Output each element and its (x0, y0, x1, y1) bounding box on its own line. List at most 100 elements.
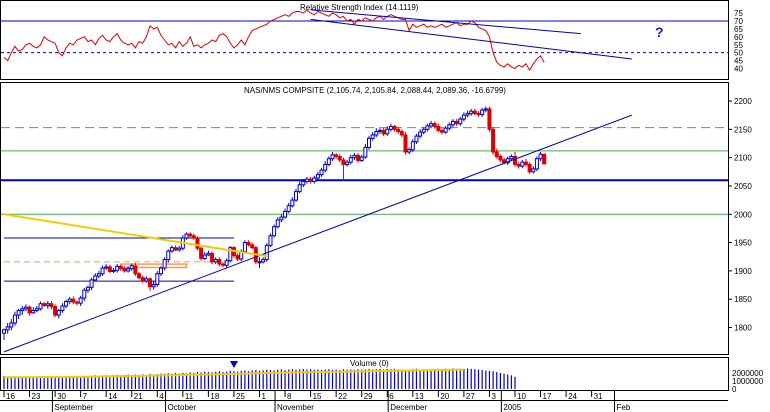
candle-body (308, 178, 313, 182)
x-tick-label: 16 (6, 392, 15, 401)
x-tick-label: 3 (491, 392, 496, 401)
candle-body (392, 125, 397, 130)
candle-body (137, 273, 142, 279)
candle-body (210, 252, 215, 263)
candle-body (436, 125, 441, 131)
price-title: NAS/NMS COMPSITE (2,105.74, 2,105.84, 2,… (244, 86, 506, 95)
candle-body (429, 123, 434, 127)
candle-body (334, 154, 339, 157)
candle-body (538, 153, 543, 160)
candle-body (498, 155, 503, 161)
candle-body (352, 154, 357, 159)
candle-body (440, 129, 444, 133)
candlestick-series (2, 106, 547, 340)
candle-body (494, 151, 499, 157)
candle-body (257, 261, 262, 264)
candle-body (472, 110, 477, 114)
candle-body (173, 247, 178, 251)
price-panel-frame (0, 82, 729, 355)
candle-body (491, 128, 496, 153)
month-label: November (277, 403, 314, 412)
candle-body (513, 155, 517, 165)
candle-body (319, 169, 324, 176)
x-tick-label: 14 (108, 392, 117, 401)
candle-body (301, 180, 306, 186)
x-tick-label: 6 (389, 392, 394, 401)
candle-body (60, 305, 65, 312)
candle-body (367, 137, 371, 148)
candle-body (283, 210, 288, 218)
x-tick-label: 30 (57, 392, 66, 401)
candle-body (199, 247, 204, 259)
x-tick-label: 4 (159, 392, 164, 401)
x-tick-label: 31 (594, 392, 603, 401)
candle-body (213, 259, 218, 263)
x-tick-label: 11 (185, 392, 194, 401)
candle-body (89, 279, 94, 288)
candle-body (443, 127, 448, 133)
candle-body (133, 265, 138, 275)
x-axis: 16 23 30 7 14 21 4 11 18 25 1 8 15 22 29 6 13 20 27 3 10 17 24… (0, 391, 728, 412)
candle-body (447, 124, 452, 129)
candle-body (377, 129, 382, 133)
candle-body (476, 112, 481, 116)
candle-body (326, 158, 331, 165)
candle-body (53, 306, 58, 316)
candle-body (516, 163, 521, 167)
volume-axis-label: 1000000 (732, 377, 764, 386)
candle-body (268, 235, 273, 246)
candle-body (418, 131, 423, 137)
candle-body (177, 247, 182, 251)
candle-body (96, 273, 101, 277)
price-trendline (3, 114, 632, 353)
rsi-axis-label: 65 (734, 25, 743, 34)
candle-body (140, 277, 145, 282)
candle-body (82, 289, 87, 299)
candle-body (104, 266, 109, 269)
rsi-axis-label: 55 (734, 41, 743, 50)
candle-body (64, 300, 69, 307)
candle-body (115, 265, 120, 271)
candle-body (458, 118, 463, 125)
candle-body (461, 114, 466, 120)
price-axis-label: 2200 (734, 97, 752, 106)
rsi-axis-label: 70 (734, 17, 743, 26)
x-tick-label: 27 (466, 392, 475, 401)
month-label: 2005 (503, 403, 521, 412)
candle-body (534, 158, 539, 170)
candle-body (107, 266, 112, 272)
candle-body (56, 310, 61, 316)
candle-body (432, 123, 437, 127)
candle-body (126, 268, 131, 272)
candle-body (75, 301, 79, 304)
candle-body (304, 178, 309, 182)
candle-body (341, 159, 346, 165)
trendlines (3, 9, 632, 353)
x-tick-label: 24 (568, 392, 577, 401)
candle-body (261, 259, 266, 263)
candle-body (425, 125, 430, 130)
candle-body (312, 177, 317, 182)
price-trendline (3, 213, 267, 258)
down-arrow-icon (229, 361, 238, 368)
volume-series (3, 361, 516, 389)
candle-body (279, 216, 284, 221)
price-axis-label: 2150 (734, 125, 752, 134)
candle-body (184, 233, 189, 239)
candle-body (224, 260, 229, 266)
candle-body (34, 308, 39, 312)
candle-body (505, 158, 510, 164)
candle-body (374, 131, 379, 136)
rsi-series (3, 9, 545, 72)
candle-body (217, 259, 222, 265)
rsi-axis-label: 75 (734, 9, 743, 18)
candle-body (250, 244, 255, 249)
candle-body (520, 161, 525, 167)
candle-body (531, 168, 536, 173)
candle-body (396, 128, 401, 133)
rsi-axis-label: 50 (734, 49, 743, 58)
candle-body (370, 134, 375, 139)
volume-panel-frame (0, 357, 729, 391)
